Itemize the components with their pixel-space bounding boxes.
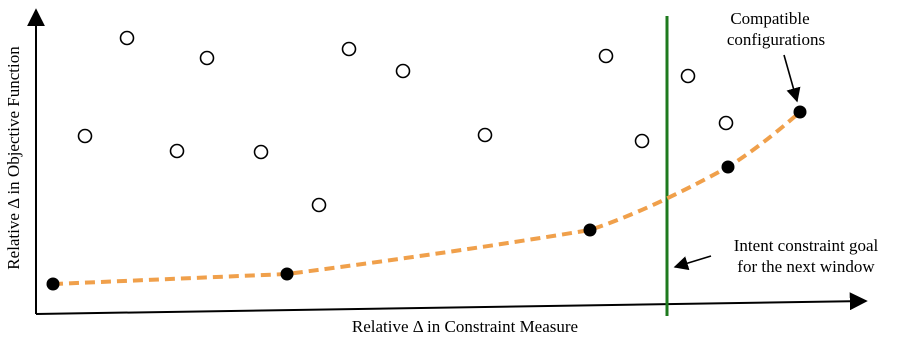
open-point [77,128,93,144]
compatible-annotation-line1: Compatible [730,9,809,28]
x-axis [35,292,868,315]
open-points [77,30,734,213]
open-point [718,115,734,131]
intent-annotation-arrow [673,255,712,271]
open-point [680,68,696,84]
compatible-frontier-curve [52,110,802,286]
intent-annotation-line2: for the next window [737,257,875,276]
y-axis-label: Relative Δ in Objective Function [4,46,23,270]
open-point [253,144,269,160]
x-axis-label: Relative Δ in Constraint Measure [352,317,578,336]
open-point [199,50,215,66]
compatible-point [793,105,807,119]
open-point [169,143,185,159]
intent-annotation-line1: Intent constraint goal [734,236,879,255]
compatible-annotation-line2: configurations [727,30,825,49]
compatible-points [46,105,807,291]
compatible-point [583,223,597,237]
open-point [311,197,327,213]
compatible-point [721,160,735,174]
compatible-annotation-arrow [783,54,801,103]
open-point [598,48,614,64]
open-point [341,41,357,57]
open-point [395,63,411,79]
open-point [119,30,135,46]
open-point [634,133,650,149]
compatible-point [46,277,60,291]
open-point [477,127,493,143]
compatible-point [280,267,294,281]
